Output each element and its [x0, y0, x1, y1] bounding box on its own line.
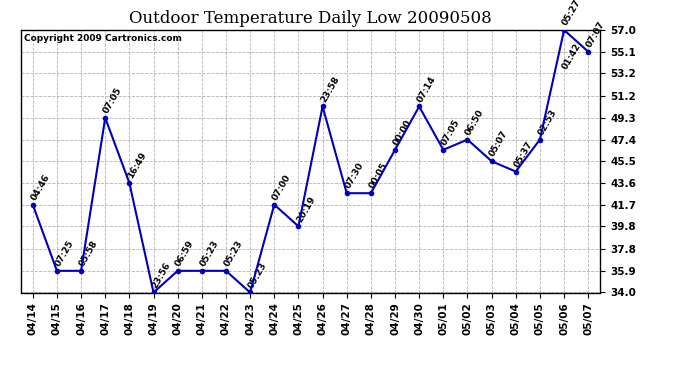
Text: 07:05: 07:05 [440, 118, 462, 147]
Text: 06:50: 06:50 [464, 108, 486, 137]
Text: 00:05: 00:05 [367, 162, 389, 190]
Text: 02:53: 02:53 [536, 108, 558, 137]
Text: 05:07: 05:07 [488, 129, 510, 159]
Text: Copyright 2009 Cartronics.com: Copyright 2009 Cartronics.com [23, 34, 181, 43]
Title: Outdoor Temperature Daily Low 20090508: Outdoor Temperature Daily Low 20090508 [129, 10, 492, 27]
Text: 05:23: 05:23 [198, 239, 220, 268]
Text: 05:23: 05:23 [246, 261, 268, 290]
Text: 00:00: 00:00 [391, 118, 413, 147]
Text: 07:30: 07:30 [343, 161, 365, 190]
Text: 07:14: 07:14 [415, 74, 437, 104]
Text: 07:25: 07:25 [53, 239, 75, 268]
Text: 20:19: 20:19 [295, 194, 317, 224]
Text: 06:59: 06:59 [174, 239, 196, 268]
Text: 01:42: 01:42 [560, 41, 582, 70]
Text: 05:27: 05:27 [560, 0, 582, 27]
Text: 04:46: 04:46 [29, 172, 51, 202]
Text: 23:56: 23:56 [150, 260, 172, 290]
Text: 07:05: 07:05 [101, 86, 124, 115]
Text: 05:37: 05:37 [512, 140, 534, 169]
Text: 07:00: 07:00 [270, 173, 293, 202]
Text: 23:58: 23:58 [319, 74, 341, 104]
Text: 16:49: 16:49 [126, 151, 148, 180]
Text: 05:23: 05:23 [222, 239, 244, 268]
Text: 05:58: 05:58 [77, 239, 99, 268]
Text: 07:07: 07:07 [584, 20, 607, 49]
